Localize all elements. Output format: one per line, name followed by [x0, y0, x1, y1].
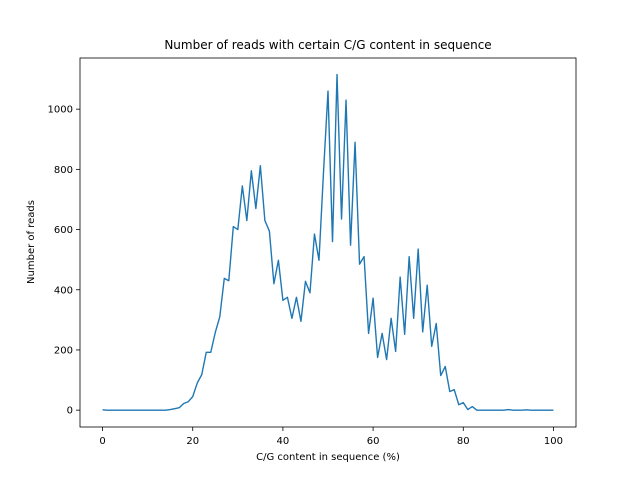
- axes-frame: [79, 57, 577, 428]
- y-axis: 0 200 400 600 800 1000: [48, 105, 80, 417]
- y-tick-label: 0: [67, 406, 73, 417]
- plot-area: [102, 73, 554, 411]
- y-tick-label: 800: [54, 165, 73, 176]
- y-tick-label: 600: [54, 225, 73, 236]
- y-tick-label: 200: [54, 345, 73, 356]
- x-tick-label: 0: [99, 436, 105, 447]
- y-tick-label: 1000: [48, 105, 73, 116]
- x-tick-label: 20: [186, 436, 199, 447]
- y-axis-label: Number of reads: [26, 200, 37, 284]
- x-tick-label: 100: [544, 436, 563, 447]
- x-axis-label: C/G content in sequence (%): [256, 452, 400, 463]
- x-tick-label: 40: [277, 436, 290, 447]
- x-tick-label: 80: [457, 436, 470, 447]
- x-axis: 0 20 40 60 80 100: [99, 427, 563, 447]
- x-tick-label: 60: [367, 436, 380, 447]
- series-line-0: [102, 73, 554, 411]
- y-tick-label: 400: [54, 285, 73, 296]
- chart-title: Number of reads with certain C/G content…: [164, 38, 491, 52]
